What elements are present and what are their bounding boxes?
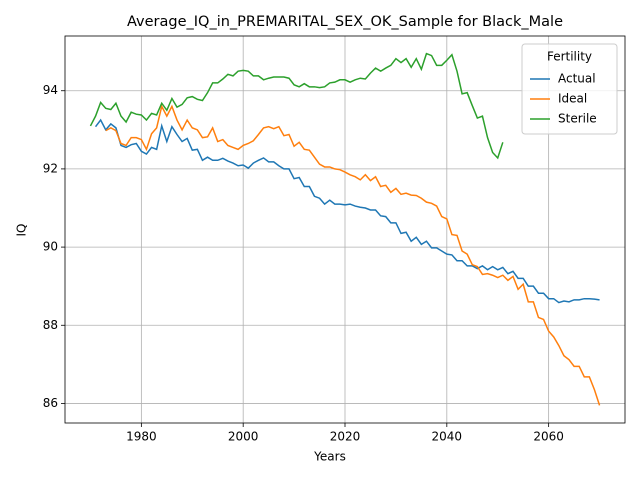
- chart-title: Average_IQ_in_PREMARITAL_SEX_OK_Sample f…: [127, 14, 563, 30]
- data-line: [89, 52, 504, 160]
- legend-label: Actual: [558, 72, 596, 86]
- legend-box: [521, 43, 618, 135]
- y-tick-label: 92: [43, 161, 58, 175]
- legend-label: Ideal: [558, 92, 587, 106]
- x-tick-label: 2040: [432, 430, 463, 444]
- plot-frame: [64, 35, 626, 424]
- x-tick-label: 1980: [126, 430, 157, 444]
- x-axis-label: Years: [313, 450, 346, 464]
- legend: Fertility Actual Ideal Sterile: [521, 43, 618, 135]
- y-tick-label: 94: [43, 83, 58, 97]
- y-tick-label: 90: [43, 240, 58, 254]
- x-tick-label: 2020: [330, 430, 361, 444]
- data-line: [94, 118, 600, 304]
- y-axis-label: IQ: [15, 224, 29, 237]
- data-line: [105, 104, 601, 406]
- x-tick-label: 2000: [228, 430, 259, 444]
- legend-title: Fertility: [547, 50, 592, 64]
- y-tick-label: 86: [43, 396, 58, 410]
- legend-label: Sterile: [558, 112, 597, 126]
- x-tick-label: 2060: [533, 430, 564, 444]
- y-tick-label: 88: [43, 318, 58, 332]
